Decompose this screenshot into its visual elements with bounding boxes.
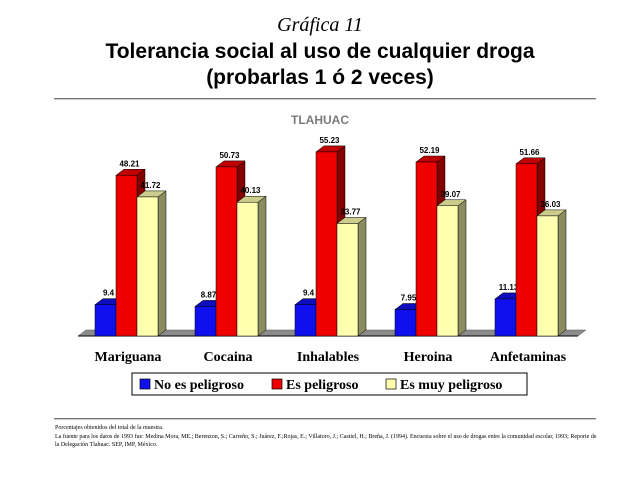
bar-side	[557, 209, 567, 337]
x-tick-label: Inhalables	[297, 350, 360, 365]
legend-swatch	[139, 378, 151, 390]
chart-heading-line1: Tolerancia social al uso de cualquier dr…	[105, 40, 535, 63]
bar-side	[157, 190, 167, 337]
bar	[236, 201, 259, 337]
data-label: 40.13	[240, 186, 261, 195]
data-label: 41.72	[140, 181, 161, 190]
chart-heading-line2: (probarlas 1 ó 2 veces)	[206, 66, 434, 89]
x-tick-label: Heroina	[404, 350, 453, 365]
chart-label: Gráfica 11	[277, 14, 363, 36]
top-divider	[54, 98, 596, 100]
bar	[215, 166, 238, 337]
bar	[294, 304, 317, 337]
data-label: 55.23	[319, 136, 340, 145]
bar-side	[457, 199, 467, 337]
bar-side	[357, 216, 367, 337]
data-label: 39.07	[440, 190, 461, 199]
data-label: 36.03	[540, 200, 561, 209]
legend-entry: No es peligroso	[154, 378, 244, 393]
bar	[415, 161, 438, 337]
x-tick-label: Cocaina	[204, 350, 253, 365]
data-label: 9.4	[103, 289, 115, 298]
legend-swatch	[385, 378, 397, 390]
bar	[336, 223, 359, 337]
bar	[94, 304, 117, 337]
bar	[115, 175, 138, 337]
bar-chart: TLAHUAC 9.4 48.21 41.72 Mariguana 8.87 50.73 40…	[77, 113, 587, 396]
bar	[394, 309, 417, 337]
data-label: 51.66	[519, 148, 540, 157]
legend-entry: Es peligroso	[286, 378, 358, 393]
bar	[536, 215, 559, 337]
footnote-percentages: Porcentajes obtenidos del total de la mu…	[55, 425, 164, 431]
x-tick-label: Anfetaminas	[490, 350, 567, 365]
bar	[315, 151, 338, 337]
data-label: 8.87	[201, 290, 217, 299]
legend-swatch	[271, 378, 283, 390]
bar	[494, 298, 517, 337]
data-label: 9.4	[303, 289, 315, 298]
bar	[436, 205, 459, 337]
data-label: 33.77	[340, 207, 361, 216]
bar	[194, 306, 217, 337]
bottom-divider	[54, 418, 596, 420]
footnote-source: La fuente para los datos de 1993 fue: Me…	[55, 434, 597, 448]
bar-side	[257, 195, 267, 337]
legend-entry: Es muy peligroso	[400, 378, 502, 393]
data-label: 48.21	[119, 159, 140, 168]
legend-box	[131, 372, 528, 396]
bar	[136, 196, 159, 337]
bar	[515, 163, 538, 337]
data-label: 52.19	[419, 146, 440, 155]
chart-title: TLAHUAC	[291, 113, 349, 127]
data-label: 11.13	[499, 283, 519, 292]
data-label: 7.95	[401, 294, 417, 303]
x-tick-label: Mariguana	[95, 350, 162, 365]
data-label: 50.73	[219, 151, 240, 160]
